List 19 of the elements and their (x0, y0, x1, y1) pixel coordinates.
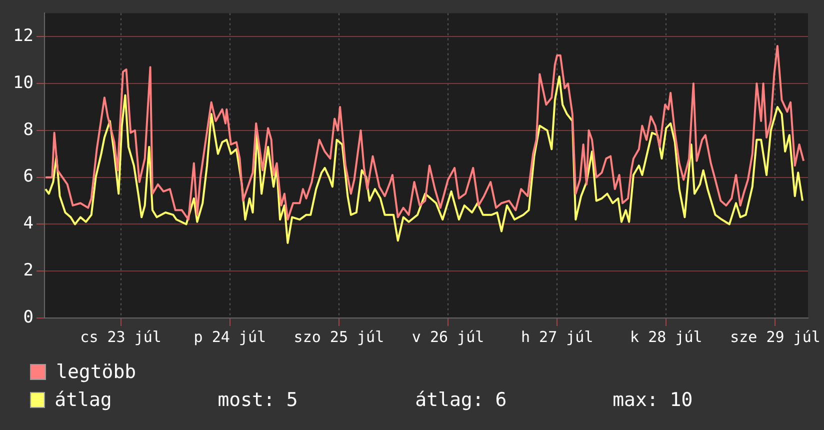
y-tick-label: 8 (23, 120, 34, 140)
y-tick-label: 6 (23, 166, 34, 187)
y-tick-label: 0 (23, 307, 34, 328)
y-tick-label: 10 (12, 72, 34, 93)
x-tick-label: p 24 júl (194, 328, 266, 346)
x-tick-label: cs 23 júl (80, 328, 162, 346)
text: átlag: 6 (415, 389, 508, 411)
x-tick-label: sze 29 júl (730, 328, 820, 346)
legend-label: legtöbb (56, 361, 138, 383)
y-tick-label: 2 (23, 260, 34, 281)
y-tick-label: 4 (23, 214, 34, 234)
text: most: 5 (218, 389, 299, 411)
text: max: 10 (612, 389, 694, 411)
x-tick-label: k 28 júl (630, 328, 702, 346)
y-tick-label: 12 (12, 26, 34, 46)
x-tick-label: v 26 júl (412, 328, 484, 346)
legend-label: átlag (54, 389, 113, 411)
x-tick-label: szo 25 júl (294, 328, 384, 346)
x-tick-label: h 27 júl (520, 328, 594, 346)
